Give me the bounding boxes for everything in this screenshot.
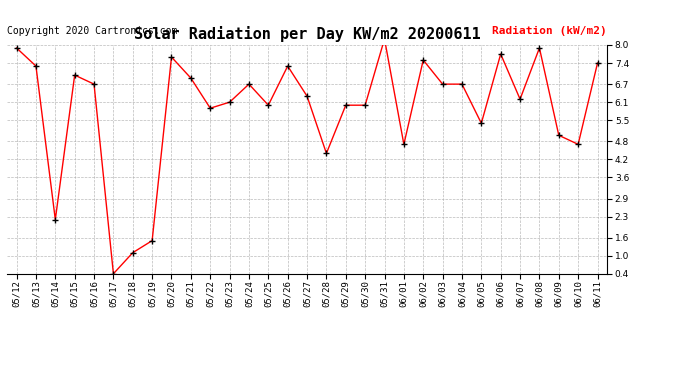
Text: Radiation (kW/m2): Radiation (kW/m2) xyxy=(493,26,607,36)
Text: Copyright 2020 Cartronics.com: Copyright 2020 Cartronics.com xyxy=(7,26,177,36)
Title: Solar Radiation per Day KW/m2 20200611: Solar Radiation per Day KW/m2 20200611 xyxy=(134,27,480,42)
